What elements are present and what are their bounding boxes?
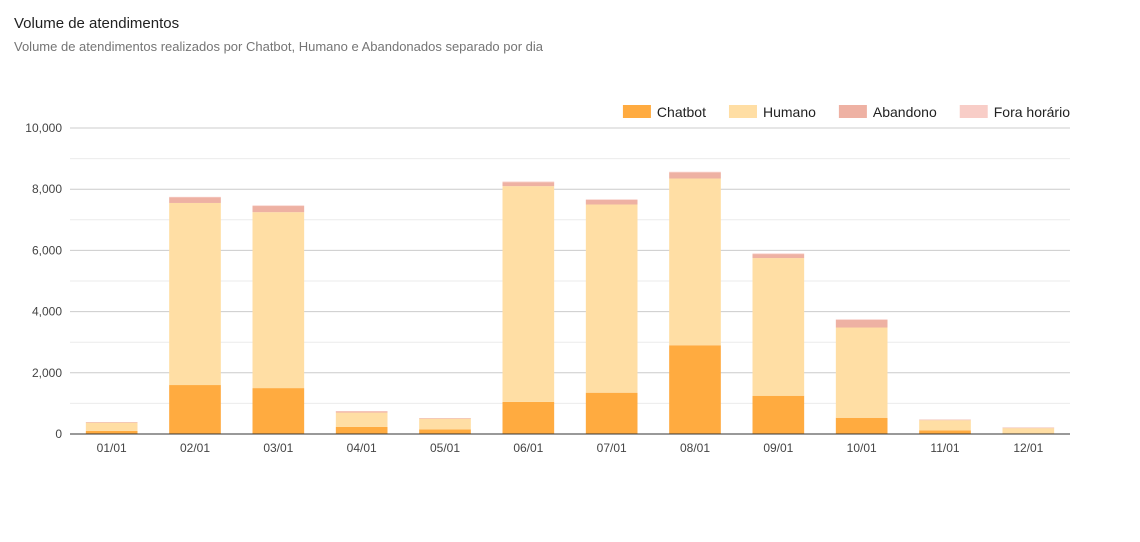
bar-abandono-2[interactable]: [169, 197, 221, 203]
legend-swatch: [959, 105, 988, 118]
bar-humano-9[interactable]: [752, 258, 805, 396]
bar-chatbot-8[interactable]: [669, 345, 721, 434]
bar-humano-11[interactable]: [919, 420, 971, 431]
y-tick-label: 6,000: [32, 243, 62, 257]
legend-item-abandono[interactable]: Abandono: [838, 104, 937, 120]
legend-label: Chatbot: [657, 104, 706, 120]
legend-item-fora-hor-rio[interactable]: Fora horário: [959, 104, 1070, 120]
bar-chatbot-7[interactable]: [585, 392, 638, 434]
y-tick-label: 4,000: [32, 305, 62, 319]
bar-abandono-6[interactable]: [502, 182, 555, 187]
legend-label: Abandono: [873, 104, 937, 120]
x-tick-label: 11/01: [930, 441, 959, 455]
bar-fora-hor-rio-6[interactable]: [502, 181, 555, 183]
bar-humano-5[interactable]: [419, 418, 471, 430]
bar-fora-hor-rio-2[interactable]: [169, 196, 221, 198]
bar-chatbot-3[interactable]: [252, 388, 305, 434]
y-tick-label: 0: [55, 427, 62, 441]
y-tick-label: 8,000: [32, 182, 62, 196]
bar-fora-hor-rio-8[interactable]: [669, 171, 721, 173]
x-tick-label: 04/01: [347, 441, 377, 455]
y-tick-label: 2,000: [32, 366, 62, 380]
bar-chatbot-1[interactable]: [85, 430, 138, 434]
bar-chatbot-4[interactable]: [335, 426, 388, 434]
bar-humano-4[interactable]: [335, 412, 388, 427]
bar-abandono-4[interactable]: [335, 411, 388, 413]
legend-swatch: [622, 105, 651, 118]
bar-humano-3[interactable]: [252, 212, 305, 389]
x-tick-label: 08/01: [680, 441, 710, 455]
legend-swatch: [838, 105, 867, 118]
chart-title: Volume de atendimentos: [14, 15, 180, 32]
bar-abandono-3[interactable]: [252, 206, 305, 213]
x-tick-label: 10/01: [847, 441, 877, 455]
bar-abandono-9[interactable]: [752, 254, 805, 259]
bar-humano-8[interactable]: [669, 178, 721, 346]
bar-fora-hor-rio-9[interactable]: [752, 253, 805, 255]
legend-label: Fora horário: [994, 104, 1070, 120]
x-tick-label: 12/01: [1013, 441, 1043, 455]
bar-abandono-12[interactable]: [1002, 427, 1055, 429]
x-tick-label: 09/01: [763, 441, 793, 455]
bar-fora-hor-rio-7[interactable]: [585, 199, 638, 200]
bar-chatbot-11[interactable]: [919, 430, 971, 434]
bar-fora-hor-rio-3[interactable]: [252, 205, 305, 207]
x-tick-label: 06/01: [513, 441, 543, 455]
bar-humano-12[interactable]: [1002, 428, 1055, 434]
bar-chatbot-9[interactable]: [752, 395, 805, 434]
bar-chatbot-2[interactable]: [169, 385, 221, 434]
bar-abandono-10[interactable]: [835, 319, 888, 328]
bar-humano-1[interactable]: [85, 422, 138, 431]
bar-chatbot-6[interactable]: [502, 401, 555, 434]
y-tick-label: 10,000: [25, 121, 62, 135]
bar-abandono-1[interactable]: [85, 422, 138, 423]
bar-chatbot-10[interactable]: [835, 417, 888, 434]
bar-humano-2[interactable]: [169, 202, 221, 386]
legend[interactable]: Chatbot Humano Abandono Fora horário: [622, 104, 1070, 120]
bar-abandono-11[interactable]: [919, 419, 971, 421]
x-tick-label: 01/01: [97, 441, 127, 455]
x-tick-label: 05/01: [430, 441, 460, 455]
bar-chatbot-5[interactable]: [419, 429, 471, 434]
x-tick-label: 02/01: [180, 441, 210, 455]
gridlines: [70, 127, 1070, 404]
y-axis-ticks: 0 2,000 4,000 6,000 8,000 10,000: [25, 121, 62, 441]
bar-humano-7[interactable]: [585, 204, 638, 393]
legend-swatch: [728, 105, 757, 118]
legend-label: Humano: [763, 104, 816, 120]
bar-humano-6[interactable]: [502, 186, 555, 402]
chart-subtitle: Volume de atendimentos realizados por Ch…: [14, 39, 544, 54]
x-tick-label: 07/01: [597, 441, 627, 455]
bar-abandono-5[interactable]: [419, 418, 471, 419]
legend-item-chatbot[interactable]: Chatbot: [622, 104, 706, 120]
x-tick-label: 03/01: [263, 441, 293, 455]
x-axis-ticks: 01/01 02/01 03/01 04/01 05/01 06/01 07/01 08/01…: [97, 441, 1044, 455]
bar-abandono-7[interactable]: [585, 199, 638, 205]
bar-humano-10[interactable]: [835, 327, 888, 418]
legend-item-humano[interactable]: Humano: [728, 104, 816, 120]
bar-fora-hor-rio-10[interactable]: [835, 319, 888, 320]
bar-abandono-8[interactable]: [669, 172, 721, 179]
bars: [70, 171, 1070, 435]
